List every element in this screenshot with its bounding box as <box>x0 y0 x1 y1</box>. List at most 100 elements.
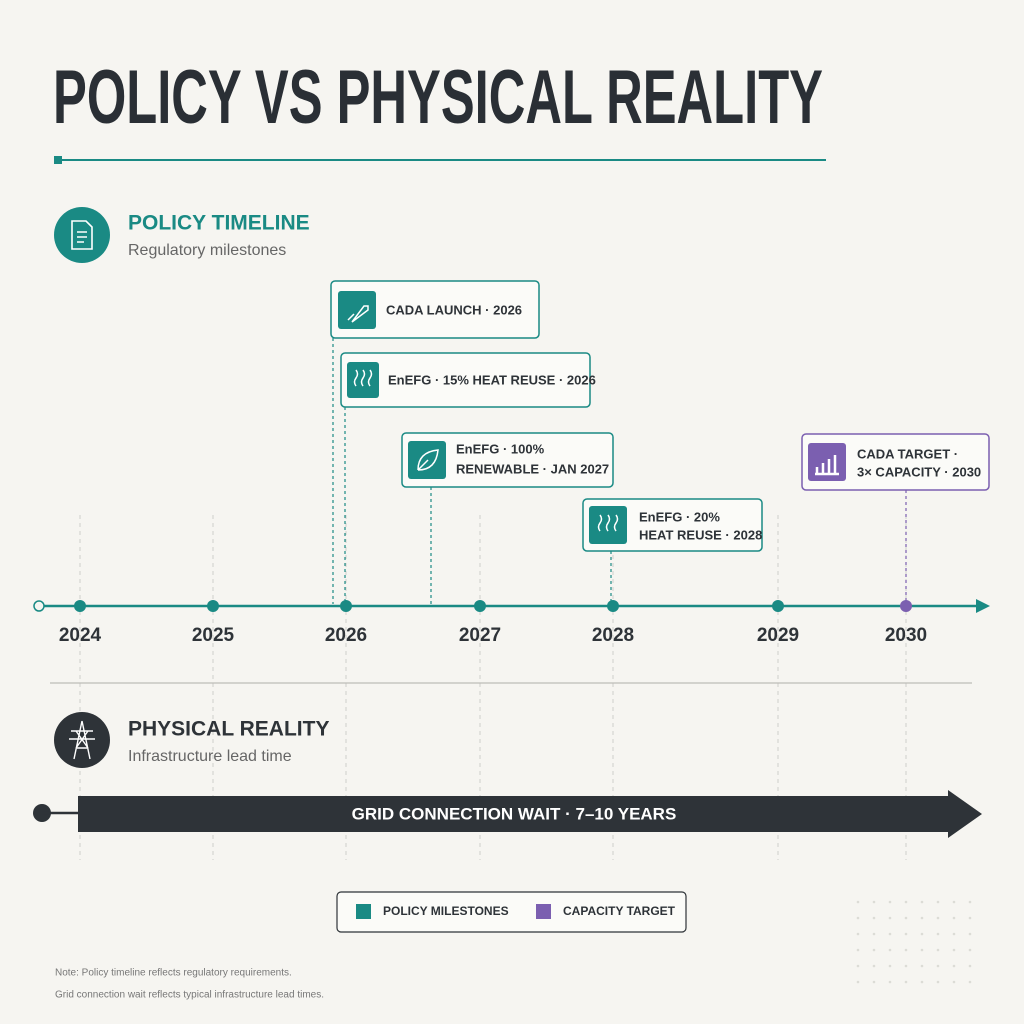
heat-icon <box>597 514 619 532</box>
pattern-dot <box>856 948 860 952</box>
year-label: 2024 <box>59 625 102 646</box>
pattern-dot <box>888 932 892 936</box>
note: Grid connection wait reflects typical in… <box>55 990 324 1001</box>
pattern-dot <box>968 948 972 952</box>
pattern-dot <box>920 932 924 936</box>
pattern-dot <box>920 964 924 968</box>
section-title: POLICY TIMELINE <box>128 212 310 235</box>
pattern-dot <box>856 932 860 936</box>
year-label: 2029 <box>757 625 799 646</box>
pattern-dot <box>968 980 972 984</box>
pattern-dot <box>888 900 892 904</box>
milestone-card: EnEFG · 20% HEAT REUSE · 2028 <box>582 498 763 552</box>
card-icon <box>338 291 376 329</box>
legend <box>336 891 687 933</box>
wait-bar <box>78 790 982 838</box>
card-text: HEAT REUSE · 2028 <box>639 527 762 542</box>
card-box <box>582 498 763 552</box>
pattern-dot <box>888 916 892 920</box>
legend-label: POLICY MILESTONES <box>383 904 509 918</box>
pattern-dot <box>952 948 956 952</box>
section-subtitle: Infrastructure lead time <box>128 748 292 765</box>
note: Note: Policy timeline reflects regulator… <box>55 968 292 979</box>
rocket-icon <box>347 305 369 323</box>
axis-arrow <box>976 599 990 613</box>
pattern-dot <box>888 964 892 968</box>
pylon-icon <box>69 720 95 760</box>
year-dots <box>74 600 912 612</box>
title: POLICY VS PHYSICAL REALITY <box>53 55 823 140</box>
card-text: CADA TARGET · <box>857 446 958 461</box>
pattern-dot <box>904 916 908 920</box>
pattern-dot <box>904 900 908 904</box>
pattern-dot <box>904 948 908 952</box>
pattern-dot <box>872 932 876 936</box>
year-label: 2028 <box>592 625 634 646</box>
card-box <box>401 432 614 488</box>
card-box <box>330 280 540 339</box>
milestone-card: EnEFG · 100% RENEWABLE · JAN 2027 <box>401 432 614 488</box>
year-dot <box>772 600 784 612</box>
policy-icon <box>54 207 110 263</box>
year-dot <box>474 600 486 612</box>
document-icon <box>71 220 93 250</box>
card-text: EnEFG · 100% <box>456 441 545 456</box>
pattern-dot <box>856 980 860 984</box>
pattern-dot <box>936 932 940 936</box>
section-title: PHYSICAL REALITY <box>128 718 329 741</box>
pattern-dot <box>936 900 940 904</box>
legend-swatch <box>536 904 551 919</box>
milestone-card: CADA LAUNCH · 2026 <box>330 280 540 339</box>
card-icon <box>347 362 379 398</box>
card-text: 3× CAPACITY · 2030 <box>857 464 981 479</box>
year-grid <box>79 515 907 860</box>
pattern-dot <box>952 900 956 904</box>
card-box <box>340 352 591 408</box>
section-subtitle: Regulatory milestones <box>128 242 286 259</box>
pattern-dot <box>936 964 940 968</box>
year-dot <box>340 600 352 612</box>
pattern-dot <box>920 916 924 920</box>
pattern-dot <box>952 964 956 968</box>
year-label: 2027 <box>459 625 501 646</box>
pattern-dot <box>904 964 908 968</box>
year-dot <box>607 600 619 612</box>
milestone-card: EnEFG · 15% HEAT REUSE · 2026 <box>340 352 596 408</box>
leaf-icon <box>417 449 439 471</box>
pattern-dot <box>968 900 972 904</box>
year-label: 2030 <box>885 625 927 646</box>
year-dot <box>900 600 912 612</box>
card-icon <box>808 443 846 481</box>
card-text: EnEFG · 15% HEAT REUSE · 2026 <box>388 372 596 387</box>
pattern-dot <box>888 948 892 952</box>
pattern-dot <box>872 900 876 904</box>
card-text: RENEWABLE · JAN 2027 <box>456 461 609 476</box>
legend-swatch <box>356 904 371 919</box>
pattern-dot <box>888 980 892 984</box>
pattern-dot <box>904 980 908 984</box>
card-text: CADA LAUNCH · 2026 <box>386 302 522 317</box>
pattern-dot <box>872 980 876 984</box>
pattern-dot <box>952 916 956 920</box>
card-text: EnEFG · 20% <box>639 509 720 524</box>
heat-icon <box>353 369 373 387</box>
pattern-dot <box>920 900 924 904</box>
target-card: CADA TARGET · 3× CAPACITY · 2030 <box>801 433 990 491</box>
pattern-dot <box>968 932 972 936</box>
pattern-dot <box>872 916 876 920</box>
bars-icon <box>815 455 839 476</box>
legend-label: CAPACITY TARGET <box>563 904 676 918</box>
pattern-dot <box>872 948 876 952</box>
year-dot <box>74 600 86 612</box>
pattern-dot <box>936 980 940 984</box>
pattern-dot <box>872 964 876 968</box>
year-label: 2025 <box>192 625 235 646</box>
pattern-dot <box>904 932 908 936</box>
pattern-dot <box>936 916 940 920</box>
pattern-dot <box>968 964 972 968</box>
pattern-dot <box>936 948 940 952</box>
pattern-dot <box>920 980 924 984</box>
pattern-dot <box>952 980 956 984</box>
